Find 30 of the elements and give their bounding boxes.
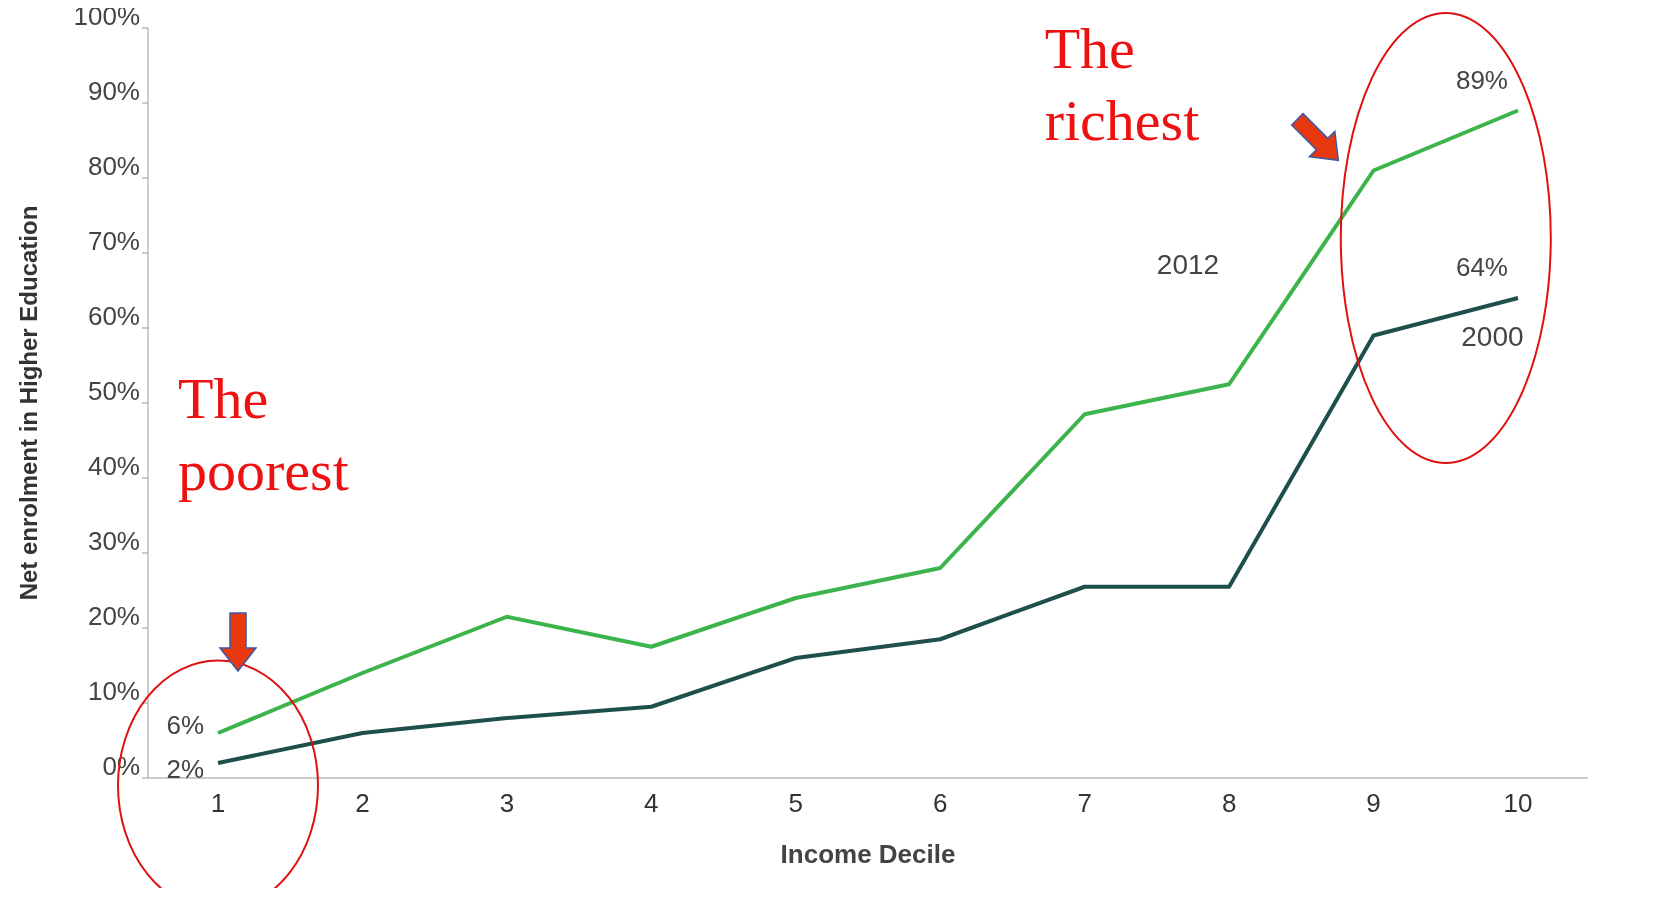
x-tick-label: 10 bbox=[1503, 788, 1533, 819]
y-tick-label: 10% bbox=[87, 676, 140, 707]
x-tick-label: 6 bbox=[932, 788, 948, 819]
data-label: 64% bbox=[1455, 252, 1508, 282]
y-tick-label: 90% bbox=[87, 76, 140, 107]
x-tick-label: 3 bbox=[499, 788, 515, 819]
y-tick-label: 30% bbox=[87, 526, 140, 557]
text: 2012 bbox=[1156, 249, 1220, 281]
y-axis-title: Net enrolment in Higher Education bbox=[14, 205, 42, 601]
series-label: 2000 bbox=[1461, 320, 1524, 352]
x-tick-label: 1 bbox=[210, 788, 226, 819]
y-tick-label: 20% bbox=[87, 601, 140, 632]
x-tick-label: 9 bbox=[1366, 788, 1381, 819]
data-label: 89% bbox=[1455, 64, 1508, 95]
data-label: 2% bbox=[166, 753, 204, 784]
x-tick-label: 2 bbox=[355, 788, 370, 819]
x-tick-label: 4 bbox=[644, 788, 659, 819]
x-axis-title: Income Decile bbox=[780, 839, 956, 869]
x-tick-label: 5 bbox=[788, 788, 804, 819]
annotation: The poorest bbox=[178, 366, 349, 503]
y-tick-label: 100% bbox=[73, 1, 140, 32]
y-tick-label: 70% bbox=[87, 226, 140, 257]
data-label: 6% bbox=[166, 709, 204, 740]
x-tick-label: 8 bbox=[1221, 788, 1237, 819]
y-tick-label: 40% bbox=[87, 451, 140, 482]
y-tick-label: 60% bbox=[87, 301, 140, 332]
annotation: The richest bbox=[1044, 16, 1200, 153]
y-tick-label: 80% bbox=[87, 151, 140, 182]
y-tick-label: 50% bbox=[87, 376, 140, 407]
x-tick-label: 7 bbox=[1077, 788, 1092, 819]
